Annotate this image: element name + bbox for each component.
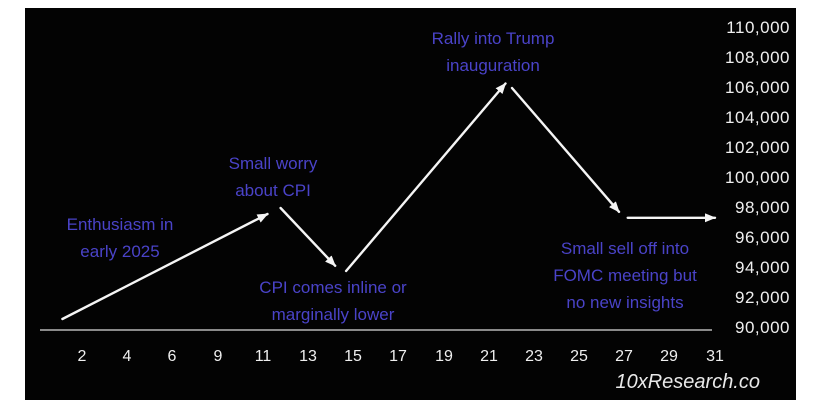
x-axis-tick: 13 — [299, 348, 317, 365]
y-axis-tick: 90,000 — [735, 318, 790, 337]
y-axis-tick: 104,000 — [725, 108, 790, 127]
y-axis-tick: 96,000 — [735, 228, 790, 247]
watermark: 10xResearch.co — [615, 371, 760, 393]
annotation-small-worry: Small worry about CPI — [229, 150, 318, 204]
annotation-line: CPI comes inline or — [259, 278, 407, 297]
x-axis-tick: 2 — [77, 348, 87, 365]
annotation-line: Enthusiasm in — [66, 215, 174, 234]
y-axis-tick: 110,000 — [726, 18, 790, 37]
x-axis-tick: 15 — [344, 348, 362, 365]
x-axis-tick: 27 — [615, 348, 633, 365]
y-axis-tick: 106,000 — [725, 78, 790, 97]
annotation-line: inauguration — [446, 56, 540, 75]
price-segment — [279, 206, 337, 267]
x-axis-tick: 21 — [480, 348, 498, 365]
y-axis-tick: 94,000 — [735, 258, 790, 277]
chart-panel — [25, 8, 796, 400]
x-axis-tick: 23 — [525, 348, 543, 365]
x-axis-tick: 6 — [167, 348, 177, 365]
x-axis-tick: 31 — [706, 348, 724, 365]
annotation-sell-off: Small sell off into FOMC meeting but no … — [553, 235, 697, 316]
x-axis-tick: 11 — [254, 348, 272, 365]
price-path-group — [61, 82, 717, 321]
annotation-line: Small worry — [228, 154, 318, 173]
annotation-line: early 2025 — [80, 242, 160, 261]
x-axis-tick: 9 — [213, 348, 223, 365]
y-axis-tick: 100,000 — [725, 168, 790, 187]
annotation-line: marginally lower — [271, 305, 395, 324]
x-axis-tick: 19 — [435, 348, 453, 365]
x-axis-tick: 17 — [389, 348, 407, 365]
annotation-line: FOMC meeting but — [553, 266, 697, 285]
annotation-enthusiasm: Enthusiasm in early 2025 — [67, 211, 174, 265]
annotation-cpi-inline: CPI comes inline or marginally lower — [259, 274, 406, 328]
x-axis-tick: 4 — [122, 348, 132, 365]
annotation-line: Rally into Trump — [431, 29, 555, 48]
y-axis-tick: 102,000 — [725, 138, 790, 157]
price-segment — [344, 82, 507, 273]
annotation-line: about CPI — [235, 181, 311, 200]
x-axis-tick: 29 — [660, 348, 678, 365]
y-axis-tick: 92,000 — [735, 288, 790, 307]
annotation-rally: Rally into Trump inauguration — [432, 25, 555, 79]
annotation-line: no new insights — [566, 293, 684, 312]
x-axis-tick: 25 — [570, 348, 588, 365]
annotation-line: Small sell off into — [560, 239, 690, 258]
y-axis-tick: 98,000 — [735, 198, 790, 217]
price-segment — [510, 86, 621, 214]
price-segment — [61, 212, 269, 321]
y-axis-tick: 108,000 — [725, 48, 790, 67]
